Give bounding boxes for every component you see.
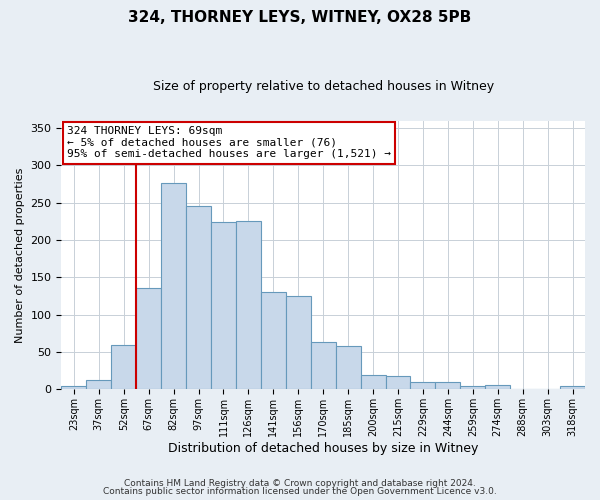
Bar	[410, 382, 436, 390]
Bar	[436, 382, 460, 390]
Bar	[335, 346, 361, 390]
Bar	[286, 296, 311, 390]
Text: Contains HM Land Registry data © Crown copyright and database right 2024.: Contains HM Land Registry data © Crown c…	[124, 478, 476, 488]
Text: Contains public sector information licensed under the Open Government Licence v3: Contains public sector information licen…	[103, 487, 497, 496]
Bar	[136, 288, 161, 390]
Bar	[186, 206, 211, 390]
Bar	[211, 222, 236, 390]
Bar	[111, 344, 136, 390]
Text: 324, THORNEY LEYS, WITNEY, OX28 5PB: 324, THORNEY LEYS, WITNEY, OX28 5PB	[128, 10, 472, 25]
Bar	[560, 386, 585, 390]
Bar	[485, 385, 510, 390]
Bar	[161, 182, 186, 390]
Bar	[386, 376, 410, 390]
Bar	[61, 386, 86, 390]
Bar	[361, 375, 386, 390]
X-axis label: Distribution of detached houses by size in Witney: Distribution of detached houses by size …	[168, 442, 478, 455]
Bar	[86, 380, 111, 390]
Bar	[460, 386, 485, 390]
Bar	[311, 342, 335, 390]
Text: 324 THORNEY LEYS: 69sqm
← 5% of detached houses are smaller (76)
95% of semi-det: 324 THORNEY LEYS: 69sqm ← 5% of detached…	[67, 126, 391, 160]
Title: Size of property relative to detached houses in Witney: Size of property relative to detached ho…	[152, 80, 494, 93]
Y-axis label: Number of detached properties: Number of detached properties	[15, 168, 25, 342]
Bar	[236, 222, 261, 390]
Bar	[261, 292, 286, 390]
